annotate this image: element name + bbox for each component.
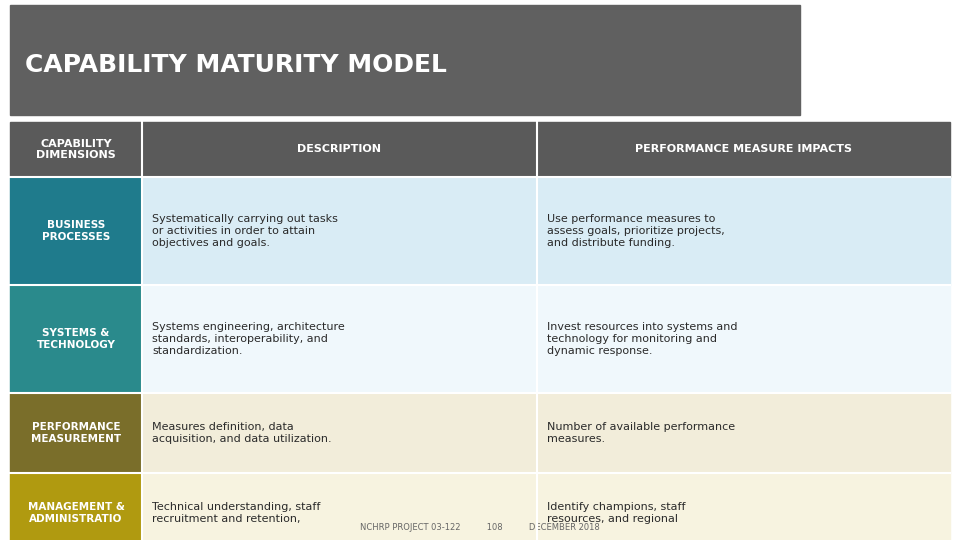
Text: PERFORMANCE
MEASUREMENT: PERFORMANCE MEASUREMENT bbox=[31, 422, 121, 444]
Bar bbox=[142, 393, 537, 473]
Text: Measures definition, data
acquisition, and data utilization.: Measures definition, data acquisition, a… bbox=[152, 422, 331, 444]
Text: Identify champions, staff
resources, and regional: Identify champions, staff resources, and… bbox=[547, 502, 685, 524]
Bar bbox=[537, 393, 950, 473]
Bar bbox=[10, 122, 142, 177]
Bar bbox=[142, 473, 537, 540]
Bar bbox=[142, 285, 537, 393]
Text: Technical understanding, staff
recruitment and retention,: Technical understanding, staff recruitme… bbox=[152, 502, 321, 524]
Text: DESCRIPTION: DESCRIPTION bbox=[298, 145, 381, 154]
Bar bbox=[10, 177, 142, 285]
Text: SYSTEMS &
TECHNOLOGY: SYSTEMS & TECHNOLOGY bbox=[36, 328, 115, 350]
Text: CAPABILITY MATURITY MODEL: CAPABILITY MATURITY MODEL bbox=[25, 53, 446, 77]
Text: MANAGEMENT &
ADMINISTRATIO: MANAGEMENT & ADMINISTRATIO bbox=[28, 502, 125, 524]
Bar bbox=[10, 285, 142, 393]
Bar bbox=[10, 5, 800, 115]
Text: BUSINESS
PROCESSES: BUSINESS PROCESSES bbox=[42, 220, 110, 242]
Text: Use performance measures to
assess goals, prioritize projects,
and distribute fu: Use performance measures to assess goals… bbox=[547, 214, 725, 248]
Text: PERFORMANCE MEASURE IMPACTS: PERFORMANCE MEASURE IMPACTS bbox=[635, 145, 852, 154]
Bar bbox=[10, 473, 142, 540]
Bar bbox=[142, 177, 537, 285]
Text: Number of available performance
measures.: Number of available performance measures… bbox=[547, 422, 735, 444]
Bar bbox=[537, 285, 950, 393]
Bar bbox=[10, 393, 142, 473]
Bar bbox=[537, 473, 950, 540]
Bar bbox=[142, 122, 537, 177]
Text: Systematically carrying out tasks
or activities in order to attain
objectives an: Systematically carrying out tasks or act… bbox=[152, 214, 338, 248]
Bar bbox=[537, 122, 950, 177]
Text: NCHRP PROJECT 03-122          108          DECEMBER 2018: NCHRP PROJECT 03-122 108 DECEMBER 2018 bbox=[360, 523, 600, 532]
Text: Systems engineering, architecture
standards, interoperability, and
standardizati: Systems engineering, architecture standa… bbox=[152, 322, 345, 356]
Text: Invest resources into systems and
technology for monitoring and
dynamic response: Invest resources into systems and techno… bbox=[547, 322, 737, 356]
Text: CAPABILITY
DIMENSIONS: CAPABILITY DIMENSIONS bbox=[36, 139, 116, 160]
Bar bbox=[537, 177, 950, 285]
